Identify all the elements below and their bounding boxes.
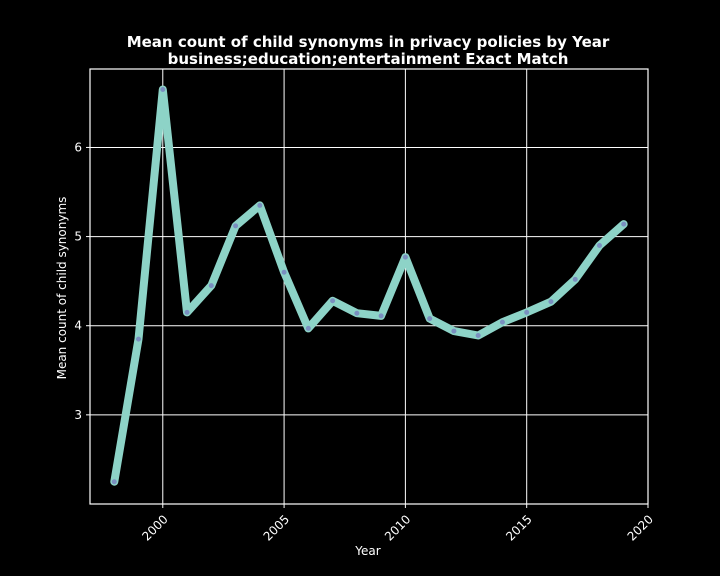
data-point (233, 223, 239, 229)
data-point (499, 319, 505, 325)
y-tick-label: 6 (74, 140, 82, 154)
y-tick-label: 4 (74, 319, 82, 333)
x-tick-label: 2005 (261, 512, 292, 543)
data-point (475, 333, 481, 339)
data-point (548, 299, 554, 305)
data-point (451, 328, 457, 334)
x-axis-label: Year (354, 544, 380, 558)
data-point (378, 313, 384, 319)
data-point (572, 276, 578, 282)
data-point (208, 283, 214, 289)
axes-frame (89, 68, 649, 505)
data-point (111, 479, 117, 485)
data-point (427, 316, 433, 322)
data-point (621, 221, 627, 227)
data-point (524, 309, 530, 315)
x-tick-label: 2010 (382, 512, 413, 543)
chart-title: Mean count of child synonyms in privacy … (127, 33, 610, 51)
x-tick-label: 2020 (625, 512, 656, 543)
y-tick-label: 3 (74, 408, 82, 422)
data-point (136, 336, 142, 342)
data-point (330, 298, 336, 304)
data-point (402, 254, 408, 260)
data-point (184, 309, 190, 315)
chart-subtitle: business;education;entertainment Exact M… (168, 50, 569, 68)
data-point (160, 87, 166, 93)
y-tick-label: 5 (74, 230, 82, 244)
series-line (110, 85, 628, 486)
data-point (281, 269, 287, 275)
axis-ticks: 2000 2005 2010 2015 2020 3 4 5 6 (74, 140, 656, 543)
plot-area (110, 85, 628, 486)
x-tick-label: 2015 (503, 512, 534, 543)
x-tick-label: 2000 (139, 512, 170, 543)
data-point (354, 310, 360, 316)
y-axis-label: Mean count of child synonyms (55, 197, 69, 380)
data-point (257, 202, 263, 208)
data-point (305, 325, 311, 331)
data-point (596, 242, 602, 248)
